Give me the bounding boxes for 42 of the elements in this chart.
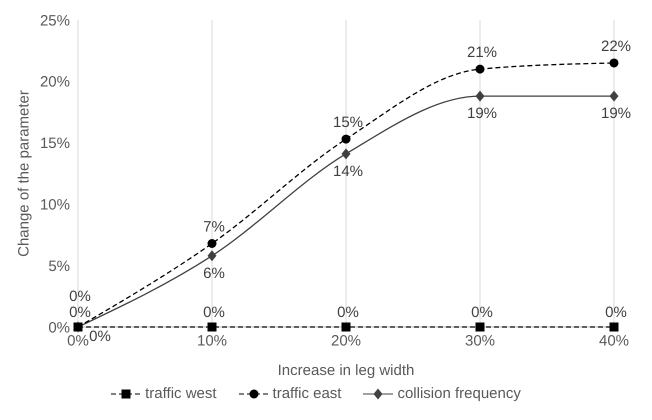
y-tick-label: 20% — [40, 74, 70, 91]
point — [610, 322, 618, 332]
point — [208, 322, 216, 332]
x-axis-title: Increase in leg width — [278, 362, 414, 379]
point — [342, 322, 350, 332]
y-tick-label: 10% — [40, 196, 70, 214]
data-label: 22% — [600, 38, 632, 55]
legend-label: traffic east — [272, 385, 342, 402]
x-tick-label: 0% — [67, 332, 89, 350]
y-tick-label: 0% — [48, 319, 70, 336]
x-tick-label: 30% — [464, 332, 496, 350]
data-label: 19% — [466, 105, 498, 122]
point — [342, 148, 350, 160]
point — [476, 64, 484, 74]
data-label: 19% — [600, 105, 632, 122]
x-tick-label: 10% — [196, 332, 228, 350]
point — [208, 238, 216, 248]
point — [476, 322, 484, 332]
y-tick-label: 25% — [40, 12, 70, 30]
data-label: 14% — [332, 162, 364, 180]
data-label: 0% — [69, 304, 91, 321]
data-label: 21% — [466, 44, 498, 62]
y-tick-label: 5% — [48, 258, 70, 275]
x-tick-label: 40% — [598, 332, 630, 350]
data-label: 6% — [203, 264, 225, 282]
data-label: 0% — [203, 304, 225, 321]
legend-label: traffic west — [144, 385, 217, 402]
y-tick-label: 15% — [40, 135, 70, 152]
data-label: 0% — [337, 304, 359, 321]
point — [342, 134, 350, 144]
data-label: 15% — [332, 114, 364, 132]
data-label: 0% — [605, 304, 627, 321]
point — [208, 250, 216, 262]
point — [610, 58, 618, 68]
data-label: 7% — [203, 218, 225, 236]
data-label: 0% — [471, 304, 493, 321]
legend-label: collision frequency — [396, 385, 521, 402]
data-label: 0% — [69, 288, 91, 305]
point — [610, 90, 618, 102]
x-tick-label: 20% — [330, 332, 362, 350]
y-axis-title: Change of the parameter — [15, 90, 32, 257]
point — [476, 90, 484, 102]
